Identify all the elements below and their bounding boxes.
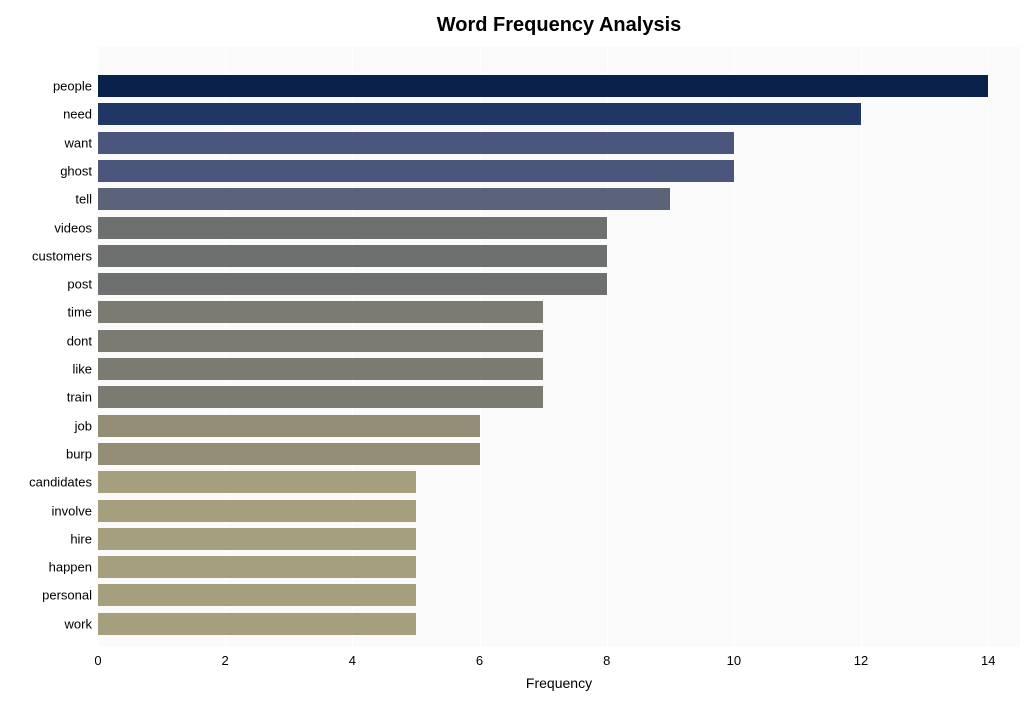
bar-row [98, 471, 416, 493]
bar-row [98, 584, 416, 606]
y-tick-label: personal [42, 588, 98, 603]
y-tick-label: dont [67, 333, 98, 348]
bar [98, 471, 416, 493]
bar [98, 528, 416, 550]
y-tick-label: candidates [29, 475, 98, 490]
x-tick-label: 0 [94, 647, 101, 668]
bar [98, 386, 543, 408]
x-tick-label: 4 [349, 647, 356, 668]
bar [98, 301, 543, 323]
y-tick-label: tell [75, 192, 98, 207]
x-tick-label: 10 [727, 647, 741, 668]
y-tick-label: want [65, 135, 98, 150]
bar-row [98, 613, 416, 635]
y-tick-label: work [65, 616, 98, 631]
y-tick-label: customers [32, 248, 98, 263]
y-tick-label: videos [54, 220, 98, 235]
bar-row [98, 415, 480, 437]
y-tick-label: involve [52, 503, 98, 518]
gridline [734, 47, 735, 647]
y-tick-label: happen [49, 560, 98, 575]
x-tick-label: 12 [854, 647, 868, 668]
x-tick-label: 8 [603, 647, 610, 668]
y-tick-label: need [63, 107, 98, 122]
bar [98, 584, 416, 606]
bar [98, 273, 607, 295]
y-tick-label: time [67, 305, 98, 320]
bar [98, 132, 734, 154]
y-tick-label: ghost [60, 163, 98, 178]
y-tick-label: train [67, 390, 98, 405]
chart-title: Word Frequency Analysis [98, 10, 1020, 47]
bar-row [98, 358, 543, 380]
bar [98, 75, 988, 97]
bar-row [98, 556, 416, 578]
bar [98, 556, 416, 578]
plot-area: Frequency 02468101214peopleneedwantghost… [98, 47, 1020, 647]
bar [98, 358, 543, 380]
bar [98, 217, 607, 239]
bar-row [98, 330, 543, 352]
x-tick-label: 14 [981, 647, 995, 668]
bar [98, 330, 543, 352]
bar-row [98, 386, 543, 408]
bar [98, 613, 416, 635]
bar-row [98, 188, 670, 210]
bar-row [98, 217, 607, 239]
y-tick-label: like [72, 362, 98, 377]
y-tick-label: hire [70, 531, 98, 546]
bar [98, 188, 670, 210]
y-tick-label: people [53, 79, 98, 94]
gridline [861, 47, 862, 647]
y-tick-label: job [75, 418, 98, 433]
chart-container: Word Frequency Analysis Frequency 024681… [0, 0, 1035, 701]
y-tick-label: burp [66, 446, 98, 461]
bar [98, 500, 416, 522]
y-tick-label: post [67, 277, 98, 292]
bar [98, 415, 480, 437]
bar-row [98, 103, 861, 125]
bar [98, 443, 480, 465]
gridline [988, 47, 989, 647]
bar [98, 160, 734, 182]
bar-row [98, 273, 607, 295]
x-tick-label: 2 [222, 647, 229, 668]
bar-row [98, 245, 607, 267]
bar [98, 103, 861, 125]
bar-row [98, 132, 734, 154]
bar-row [98, 160, 734, 182]
bar-row [98, 301, 543, 323]
bar [98, 245, 607, 267]
bar-row [98, 500, 416, 522]
bar-row [98, 528, 416, 550]
x-axis-label: Frequency [526, 675, 592, 691]
bar-row [98, 75, 988, 97]
bar-row [98, 443, 480, 465]
x-tick-label: 6 [476, 647, 483, 668]
